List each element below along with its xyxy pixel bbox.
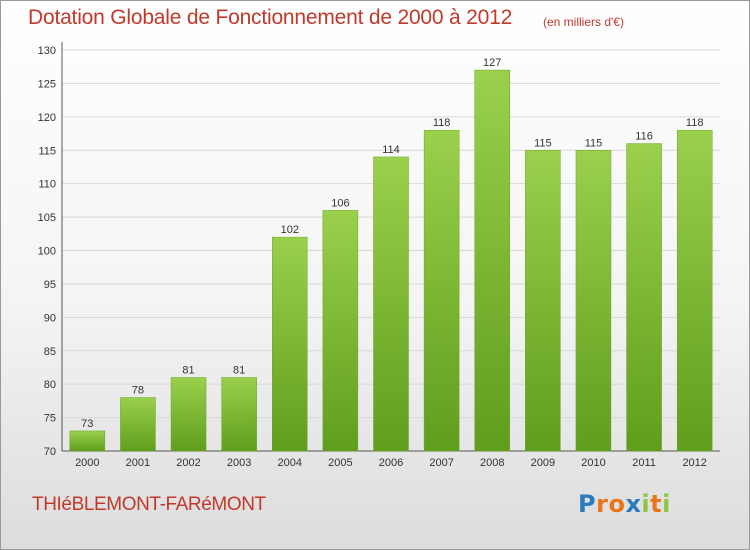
logo-letter: r bbox=[596, 490, 609, 518]
data-label: 106 bbox=[331, 197, 349, 209]
x-tick-labels: 2000 2001 2002 2003 2004 2005 2006 2007 2008 2009… bbox=[75, 457, 707, 469]
y-tick-label: 85 bbox=[44, 346, 56, 358]
data-label: 127 bbox=[483, 57, 501, 69]
x-tick-label: 2003 bbox=[227, 457, 251, 469]
x-tick-label: 2007 bbox=[429, 457, 453, 469]
y-tick-label: 70 bbox=[44, 446, 56, 458]
bar-2008 bbox=[474, 69, 510, 452]
y-tick-label: 105 bbox=[38, 212, 56, 224]
bar-2003 bbox=[221, 377, 257, 452]
bar-2007 bbox=[423, 129, 460, 452]
y-tick-label: 80 bbox=[44, 379, 56, 391]
logo-letter: t bbox=[650, 490, 663, 518]
data-labels: 73 78 81 81 102 106 114 118 127 115 115 116 118 bbox=[81, 57, 703, 430]
logo-letter: i bbox=[662, 490, 671, 518]
x-tick-label: 2012 bbox=[682, 457, 706, 469]
x-tick-label: 2002 bbox=[176, 457, 200, 469]
logo-letter: x bbox=[625, 490, 642, 518]
data-label: 78 bbox=[132, 385, 144, 397]
chart-subtitle: (en milliers d'€) bbox=[543, 15, 624, 29]
proxiti-logo: Proxiti bbox=[578, 490, 671, 518]
y-tick-label: 130 bbox=[38, 45, 56, 57]
y-tick-label: 90 bbox=[44, 312, 56, 324]
bar-2005 bbox=[322, 210, 359, 452]
bar-2006 bbox=[373, 156, 409, 452]
data-label: 114 bbox=[382, 144, 400, 156]
data-label: 102 bbox=[281, 224, 299, 236]
data-label: 118 bbox=[686, 117, 704, 129]
y-tick-label: 125 bbox=[38, 78, 56, 90]
x-tick-label: 2004 bbox=[278, 457, 302, 469]
x-tick-label: 2001 bbox=[126, 457, 150, 469]
data-label: 73 bbox=[81, 418, 93, 430]
logo-letter: o bbox=[608, 490, 626, 518]
bar-2011 bbox=[626, 143, 662, 452]
bar-2009 bbox=[525, 150, 561, 452]
bars bbox=[69, 69, 713, 452]
x-tick-label: 2000 bbox=[75, 457, 99, 469]
y-tick-label: 100 bbox=[38, 246, 56, 258]
data-label: 81 bbox=[233, 364, 245, 376]
x-tick-label: 2011 bbox=[632, 457, 656, 469]
commune-name: THIéBLEMONT-FARéMONT bbox=[32, 494, 266, 515]
bar-2010 bbox=[575, 150, 612, 452]
bar-2000 bbox=[69, 430, 106, 452]
data-label: 118 bbox=[433, 117, 451, 129]
y-tick-label: 75 bbox=[44, 413, 56, 425]
data-label: 81 bbox=[182, 364, 194, 376]
data-label: 115 bbox=[534, 137, 552, 149]
bar-2002 bbox=[170, 377, 207, 452]
x-tick-label: 2010 bbox=[581, 457, 605, 469]
x-tick-label: 2009 bbox=[531, 457, 555, 469]
data-label: 115 bbox=[585, 137, 603, 149]
y-tick-label: 110 bbox=[38, 179, 56, 191]
y-tick-label: 120 bbox=[38, 112, 56, 124]
logo-letter: P bbox=[578, 490, 597, 518]
logo-letter: i bbox=[641, 490, 651, 518]
x-tick-label: 2008 bbox=[480, 457, 504, 469]
y-tick-labels: 70 75 80 85 90 95 100 105 110 115 120 125 130 bbox=[38, 45, 56, 458]
chart-title: Dotation Globale de Fonctionnement de 20… bbox=[28, 6, 513, 29]
bar-2001 bbox=[120, 397, 156, 452]
y-tick-label: 115 bbox=[38, 145, 56, 157]
x-tick-label: 2006 bbox=[379, 457, 403, 469]
bar-2004 bbox=[272, 236, 308, 452]
x-tick-label: 2005 bbox=[328, 457, 352, 469]
y-tick-label: 95 bbox=[44, 279, 56, 291]
data-label: 116 bbox=[635, 131, 653, 143]
bar-2012 bbox=[676, 129, 713, 452]
